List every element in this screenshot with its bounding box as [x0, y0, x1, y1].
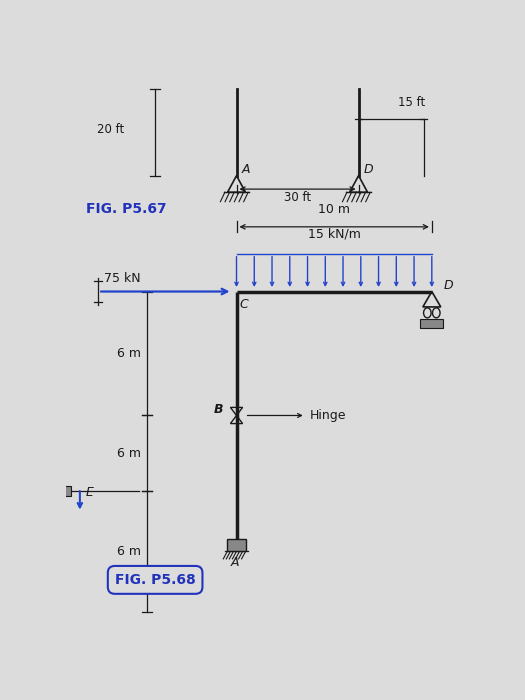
Text: Hinge: Hinge: [310, 409, 347, 422]
Bar: [420, 318, 444, 328]
Text: E: E: [86, 486, 94, 499]
Text: B: B: [214, 402, 224, 416]
Text: A: A: [230, 556, 239, 569]
Text: A: A: [242, 163, 250, 176]
Text: 6 m: 6 m: [117, 545, 141, 558]
Text: 30 ft: 30 ft: [284, 190, 311, 204]
Text: D: D: [363, 163, 373, 176]
Bar: [64, 486, 71, 496]
Text: FIG. P5.67: FIG. P5.67: [86, 202, 166, 216]
Text: 15 ft: 15 ft: [398, 97, 425, 109]
Bar: [227, 540, 246, 552]
Text: 6 m: 6 m: [117, 447, 141, 460]
Text: 20 ft: 20 ft: [97, 123, 124, 136]
Text: 10 m: 10 m: [318, 203, 350, 216]
Text: 15 kN/m: 15 kN/m: [308, 228, 361, 240]
Text: 6 m: 6 m: [117, 347, 141, 360]
Text: D: D: [444, 279, 454, 292]
Text: 75 kN: 75 kN: [104, 272, 141, 284]
Text: FIG. P5.68: FIG. P5.68: [115, 573, 195, 587]
Text: C: C: [240, 298, 248, 311]
